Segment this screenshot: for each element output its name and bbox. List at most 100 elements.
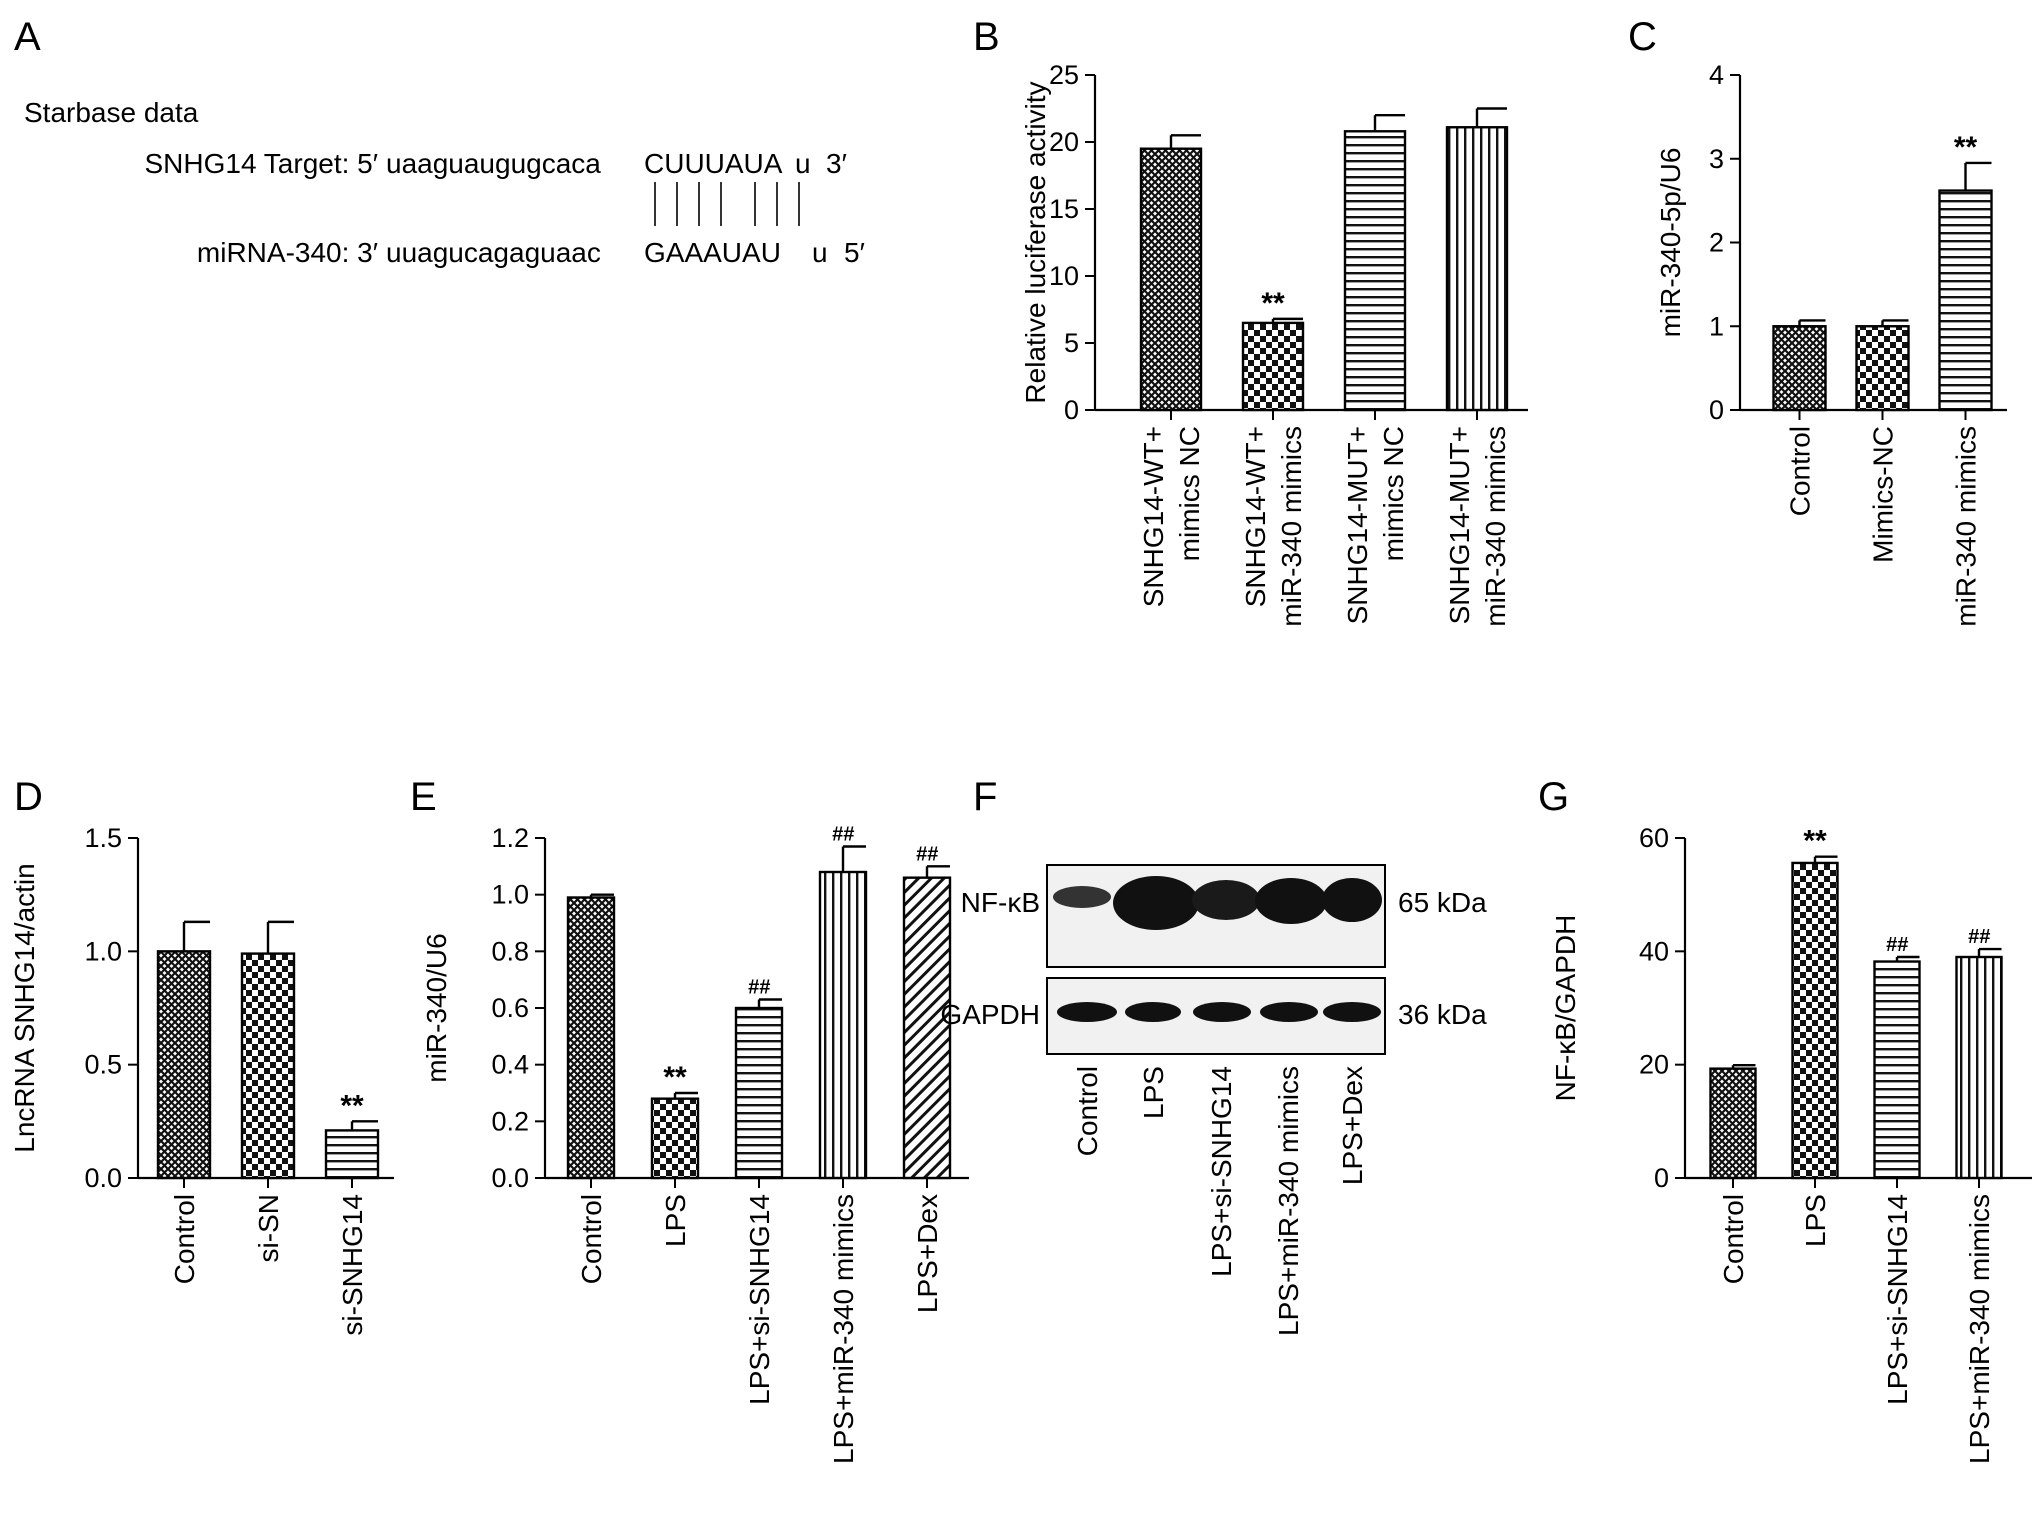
lane-label-lps: LPS [1138,1066,1169,1119]
x-tick-label: SNHG14-WT+ [1240,426,1271,607]
bar [902,876,952,1180]
lane-label-dex: LPS+Dex [1337,1066,1368,1185]
x-tick-label: LPS+si-SNHG14 [1882,1194,1913,1405]
y-tick-label: 20 [1639,1050,1669,1080]
panel-f-western-blot: NF-κB 65 kDa GAPDH 36 kDa Control LPS LP… [940,864,1487,1336]
y-tick-label: 60 [1639,823,1669,853]
nfkb-bands [1053,876,1382,930]
y-tick-label: 0 [1709,395,1724,425]
bar [1873,960,1921,1180]
band-nfkb-si [1192,880,1260,920]
x-tick-label: SNHG14-MUT+ [1444,426,1475,624]
gapdh-bands [1057,1002,1381,1022]
band-gapdh-si [1193,1002,1251,1022]
bar [734,1006,784,1180]
band-nfkb-control [1053,886,1111,908]
y-axis-title: miR-340-5p/U6 [1655,148,1686,338]
y-tick-label: 1.0 [491,880,529,910]
x-tick-label: Control [576,1194,607,1284]
bar [818,870,868,1180]
band-nfkb-lps [1113,876,1199,930]
y-tick-label: 3 [1709,144,1724,174]
bar [1772,325,1827,412]
lane-label-mimics: LPS+miR-340 mimics [1273,1066,1304,1336]
x-tick-label: LPS+si-SNHG14 [744,1194,775,1405]
y-tick-label: 0.4 [491,1050,529,1080]
significance-label: ## [832,824,855,846]
panel-a-alignment: Starbase data SNHG14 Target: 5′ uaaguaug… [24,97,865,268]
x-tick-label: miR-340 mimics [1276,426,1307,627]
x-tick-label: LPS [660,1194,691,1247]
panel-label-f: F [973,775,997,819]
significance-label: ## [748,977,771,999]
bar [1855,325,1910,412]
target-seq-upper: CUUUAUA [644,148,783,179]
mirna-seq-lower: uuagucagaguaac [386,237,601,268]
bar [1139,147,1203,412]
pairing-lines [654,182,800,226]
band-gapdh-mimics [1260,1002,1318,1022]
y-tick-label: 1.0 [84,936,122,966]
target-seq-tail: u [795,148,811,179]
y-tick-label: 0.0 [84,1163,122,1193]
y-tick-label: 2 [1709,228,1724,258]
y-tick-label: 5 [1064,328,1079,358]
y-tick-label: 15 [1049,194,1079,224]
x-tick-label: mimics NC [1174,426,1205,561]
mirna-label: miRNA-340: 3′ [197,237,378,268]
mirna-end: 5′ [844,237,865,268]
target-seq-lower: uaaguaugugcaca [386,148,601,179]
alignment-title: Starbase data [24,97,199,128]
y-tick-label: 10 [1049,261,1079,291]
mirna-seq-tail: u [812,237,828,268]
y-axis-title: LncRNA SNHG14/actin [9,863,40,1152]
x-tick-label: Mimics-NC [1868,426,1899,563]
panel-label-g: G [1538,775,1569,819]
panel-label-c: C [1628,15,1657,59]
x-tick-label: Control [169,1194,200,1284]
panel-label-b: B [973,15,1000,59]
panel-label-d: D [14,775,43,819]
y-tick-label: 40 [1639,936,1669,966]
band-gapdh-control [1057,1002,1117,1022]
lane-label-control: Control [1072,1066,1103,1156]
y-tick-label: 0.6 [491,993,529,1023]
bar [1938,189,1993,412]
y-tick-label: 25 [1049,60,1079,90]
lane-label-si: LPS+si-SNHG14 [1206,1066,1237,1277]
x-tick-label: si-SNHG14 [337,1194,368,1336]
band-nfkb-dex [1322,878,1382,922]
y-tick-label: 1.5 [84,823,122,853]
x-tick-label: LPS [1800,1194,1831,1247]
bar [240,952,296,1180]
significance-label: ## [1968,926,1991,948]
x-tick-label: SNHG14-MUT+ [1342,426,1373,624]
significance-label: ** [340,1089,364,1122]
bar [650,1097,700,1180]
bar [156,950,212,1180]
band-gapdh-dex [1323,1002,1381,1022]
x-tick-label: miR-340 mimics [1951,426,1982,627]
bar [566,896,616,1180]
y-tick-label: 1.2 [491,823,529,853]
chart-panel-c: 0 1 2 3 4 miR-340-5p/U6 Control Mimics-NC ** miR-… [1655,60,2007,627]
x-tick-label: Control [1785,426,1816,516]
y-tick-label: 0 [1064,395,1079,425]
bar [1955,955,2003,1180]
x-tick-label: LPS+miR-340 mimics [828,1194,859,1464]
y-axis-title: NF-κB/GAPDH [1550,915,1581,1102]
bar [1343,130,1407,412]
target-end: 3′ [826,148,847,179]
y-tick-label: 0.8 [491,936,529,966]
panel-label-a: A [14,15,41,59]
target-label: SNHG14 Target: 5′ [144,148,378,179]
significance-label: ## [916,843,939,865]
x-tick-label: miR-340 mimics [1480,426,1511,627]
bar [1445,126,1509,412]
band-nfkb-mimics [1255,878,1327,924]
y-tick-label: 1 [1709,311,1724,341]
chart-panel-g: 0 20 40 60 NF-κB/GAPDH Control ** LPS ## LPS+si-S… [1550,823,2032,1464]
chart-panel-d: 0.0 0.5 1.0 1.5 LncRNA SNHG14/actin Control si… [9,823,394,1336]
